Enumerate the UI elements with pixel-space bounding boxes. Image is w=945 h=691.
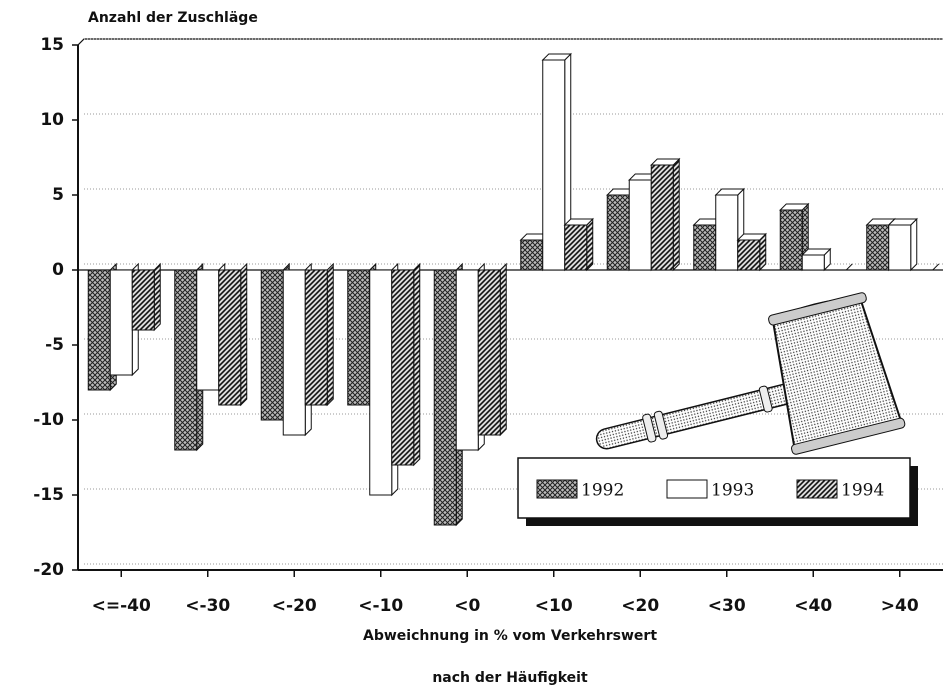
bar-side [413,262,421,467]
x-tick-label: <30 [708,596,746,616]
bar-side [910,217,918,272]
bar [564,224,588,271]
y-tick-label: 15 [40,35,64,55]
bar [542,59,566,271]
y-axis-label: Anzahl der Zuschläge [88,10,258,26]
bar [304,269,328,406]
bar-side [240,262,248,407]
x-tick-label: <10 [535,596,573,616]
x-tick-label: >40 [881,596,919,616]
legend-box [517,457,911,519]
legend-swatch [666,479,708,499]
bar [347,269,371,406]
bar-side [326,262,334,407]
bar [433,269,457,526]
bar [801,254,825,271]
bar [477,269,501,436]
y-tick-label: -15 [33,485,64,505]
x-tick-label: <-10 [358,596,403,616]
legend-swatch [536,479,578,499]
bar [109,269,133,376]
bar [260,269,284,421]
bar-side [153,262,161,332]
bar [131,269,155,331]
y-tick-label: -5 [45,335,64,355]
legend-label: 1994 [841,481,884,501]
subtitle: nach der Häufigkeit [432,670,588,686]
x-tick-label: <-30 [185,596,230,616]
gavel-illustration [595,292,906,455]
x-axis-label: Abweichnung in % vom Verkehrswert [363,628,657,644]
bar [391,269,415,466]
bar [779,209,803,271]
bar-side [932,263,940,271]
x-tick-label: <0 [454,596,480,616]
bar-side [586,217,594,272]
bar [455,269,479,451]
bar [282,269,306,436]
y-tick-label: 5 [52,185,64,205]
x-tick-label: <=-40 [92,596,151,616]
legend-label: 1993 [711,481,754,501]
bar-side [499,262,507,437]
bar [196,269,220,391]
bar [715,194,739,271]
legend-items: 1992 1993 1994 [536,479,884,501]
bar [888,224,912,271]
bar [866,224,890,271]
y-tick-label: 0 [52,260,64,280]
bar-side [672,157,680,272]
bar [628,179,652,271]
legend-swatch [796,479,838,499]
bar [520,239,544,271]
bar [693,224,717,271]
bar [174,269,198,451]
x-tick-label: <40 [794,596,832,616]
x-tick-label: <-20 [272,596,317,616]
x-tick-label: <20 [621,596,659,616]
y-tick-label: -10 [33,410,64,430]
bar [650,164,674,271]
legend-label: 1992 [581,481,624,501]
plot-area: -20 -15 -10 -5 0 5 10 15 <=-40 <-30 <-20 <-10 <0 <10 <… [33,35,943,616]
bar [737,239,761,271]
bar [369,269,393,496]
bar [606,194,630,271]
y-tick-label: -20 [33,560,64,580]
bar [218,269,242,406]
y-tick-label: 10 [40,110,64,130]
bar [87,269,111,391]
bar-side [845,263,853,271]
legend: 1992 1993 1994 [517,457,918,526]
